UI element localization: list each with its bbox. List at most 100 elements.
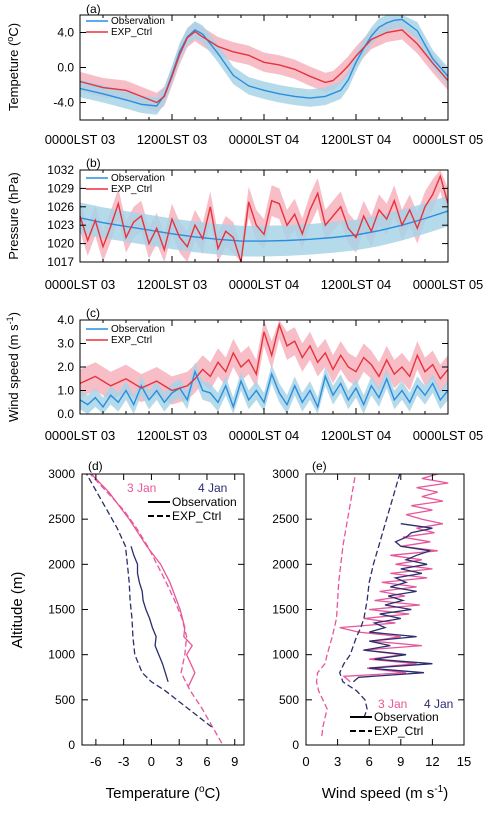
panel-e-legend-date-4jan: 4 Jan [424,697,453,711]
panel-b-x-tick-labels: 0000LST 03 1200LST 03 0000LST 04 1200LST 04… [45,277,484,292]
panel-e-xlabel-unit: -1 [434,784,443,795]
panel-e-line-3-jan-observation [339,473,449,683]
panel-e-line-4-jan-observation [352,523,433,683]
panel-c-band-observation [80,362,448,414]
panel-d-ytick-label: 3000 [48,467,75,481]
panel-a-xtick-label: 0000LST 04 [229,132,300,147]
panel-c-ytick-label: 3.0 [57,337,74,351]
panel-e-legend-date-3jan: 3 Jan [378,697,407,711]
panel-d-xlabel-main: Temperature ( [106,785,199,802]
panel-e-legend: 3 Jan 4 Jan Observation EXP_Ctrl [350,697,453,738]
panel-e-ytick-label: 1000 [272,648,299,662]
panel-c-bands [80,320,448,414]
panel-e-line-4-jan-exp-ctrl [338,473,401,719]
panel-c-ylabel-tail: ) [6,312,21,316]
panel-e-legend-exp-label: EXP_Ctrl [374,724,423,738]
panel-e-ytick-label: 2000 [272,557,299,571]
panel-a-legend-obs-label: Observation [111,16,165,27]
panel-d-line-4-jan-observation [130,546,169,682]
panel-d-legend-date-4jan: 4 Jan [198,481,227,495]
panel-a-label: (a) [86,2,101,16]
panel-e-ytick-label: 3000 [272,467,299,481]
panel-b-xtick-label: 1200LST 04 [321,277,392,292]
panel-d-legend-obs-label: Observation [172,495,237,509]
panel-a-line-exp-ctrl [79,29,449,104]
panel-d-ytick-label: 1000 [48,648,75,662]
panel-b-xtick-label: 0000LST 03 [45,277,116,292]
panel-a-ylabel-tail: C) [6,23,21,37]
panel-b-ytick-label: 1023 [47,218,74,232]
panel-b-legend-obs-label: Observation [111,173,165,184]
panel-a-ylabel-main: Tempeture ( [6,41,21,111]
panel-e-xlabel-main: Wind speed (m s [322,785,435,802]
panel-a-xtick-label: 0000LST 03 [45,132,116,147]
panel-b-lines [79,173,449,263]
panel-a-ytick-label: 0.0 [57,61,74,75]
panel-e-xtick-label: 0 [302,754,309,769]
panel-e-ytick-label: 1500 [272,603,299,617]
panel-d-lines [86,473,223,744]
panel-b-ylabel: Pressure (hPa) [6,172,21,259]
panel-c-xtick-label: 0000LST 05 [413,428,484,443]
panel-c-ylabel-unit: -1 [5,316,15,324]
panel-c-legend: Observation EXP_Ctrl [86,324,165,346]
panel-a-ytick-label: 4.0 [57,26,74,40]
panel-d-xtick-label: 9 [231,754,238,769]
panel-a-xtick-label: 1200LST 04 [321,132,392,147]
panel-e-xtick-label: 15 [457,754,471,769]
panel-c-legend-exp-label: EXP_Ctrl [111,335,152,346]
panel-d-xtick-label: -6 [90,754,102,769]
panel-e-lines [315,473,449,737]
panel-a: 4.0 0.0 -4.0 (a) Tempeture (oC) Observatio… [5,2,483,147]
panel-e-ytick-label: 0 [292,738,299,752]
panel-e-xtick-label: 6 [366,754,373,769]
panel-c-ytick-label: 2.0 [57,360,74,374]
panel-e-ytick-label: 500 [279,693,299,707]
panel-e-xtick-label: 3 [334,754,341,769]
panel-d-ytick-label: 500 [55,693,75,707]
panel-d-xtick-label: 0 [148,754,155,769]
panel-a-x-tick-labels: 0000LST 03 1200LST 03 0000LST 04 1200LST 04… [45,132,484,147]
panel-a-band-exp-ctrl [80,20,448,113]
panel-c-legend-obs-label: Observation [111,324,165,335]
panel-a-ylabel-unit: o [5,37,15,42]
panel-c-xtick-label: 0000LST 03 [45,428,116,443]
panel-b: 1032 1029 1026 1023 1020 1017 (b) Pressure (h… [6,156,483,292]
panel-c-xtick-label: 1200LST 03 [137,428,208,443]
panel-c-x-tick-labels: 0000LST 03 1200LST 03 0000LST 04 1200LST 04… [45,428,484,443]
panel-d: 0 500 1000 1500 2000 2500 3000 -6 -3 0 3 6 9 (d) Alt… [9,459,245,802]
panel-d-xlabel-unit: o [199,784,205,795]
panel-d-legend: 3 Jan 4 Jan Observation EXP_Ctrl [127,481,237,523]
panel-a-ytick-label: -4.0 [53,96,74,110]
panel-d-xtick-label: -3 [118,754,130,769]
panel-a-ylabel: Tempeture (oC) [5,23,21,111]
panel-a-legend: Observation EXP_Ctrl [86,16,165,38]
panel-d-xlabel: Temperature (oC) [106,784,221,802]
panel-b-ytick-label: 1032 [47,163,74,177]
panel-a-ticks: 4.0 0.0 -4.0 [53,15,449,120]
panel-b-ytick-label: 1020 [47,237,74,251]
panel-b-bands [80,170,448,262]
panel-d-xtick-label: 6 [203,754,210,769]
panel-e-xlabel-tail: ) [443,785,448,802]
panel-d-line-4-jan-exp-ctrl [86,473,212,728]
panel-c-ylabel: Wind speed (m s-1) [5,312,21,422]
panel-d-ylabel: Altitude (m) [9,572,26,649]
panel-c-ytick-label: 4.0 [57,313,74,327]
panel-d-label: (d) [88,459,103,473]
panel-a-bands [80,15,448,115]
panel-b-legend-exp-label: EXP_Ctrl [111,184,152,195]
panel-c: 4.0 3.0 2.0 1.0 0.0 (c) Wind speed (m s-1) O… [5,306,483,443]
panel-d-legend-date-3jan: 3 Jan [127,481,156,495]
panel-c-line-exp-ctrl [79,322,449,392]
panel-d-line-3-jan-observation [90,473,196,687]
panel-c-line-observation [79,369,449,410]
panel-b-xtick-label: 0000LST 05 [413,277,484,292]
panel-d-ytick-label: 1500 [48,603,75,617]
panel-c-ytick-label: 0.0 [57,407,74,421]
panel-c-xtick-label: 1200LST 04 [321,428,392,443]
panel-e: 0 500 1000 1500 2000 2500 3000 0 3 6 9 12 15 (e) Win… [272,459,471,802]
panel-a-legend-exp-label: EXP_Ctrl [111,27,152,38]
panel-a-xtick-label: 0000LST 05 [413,132,484,147]
